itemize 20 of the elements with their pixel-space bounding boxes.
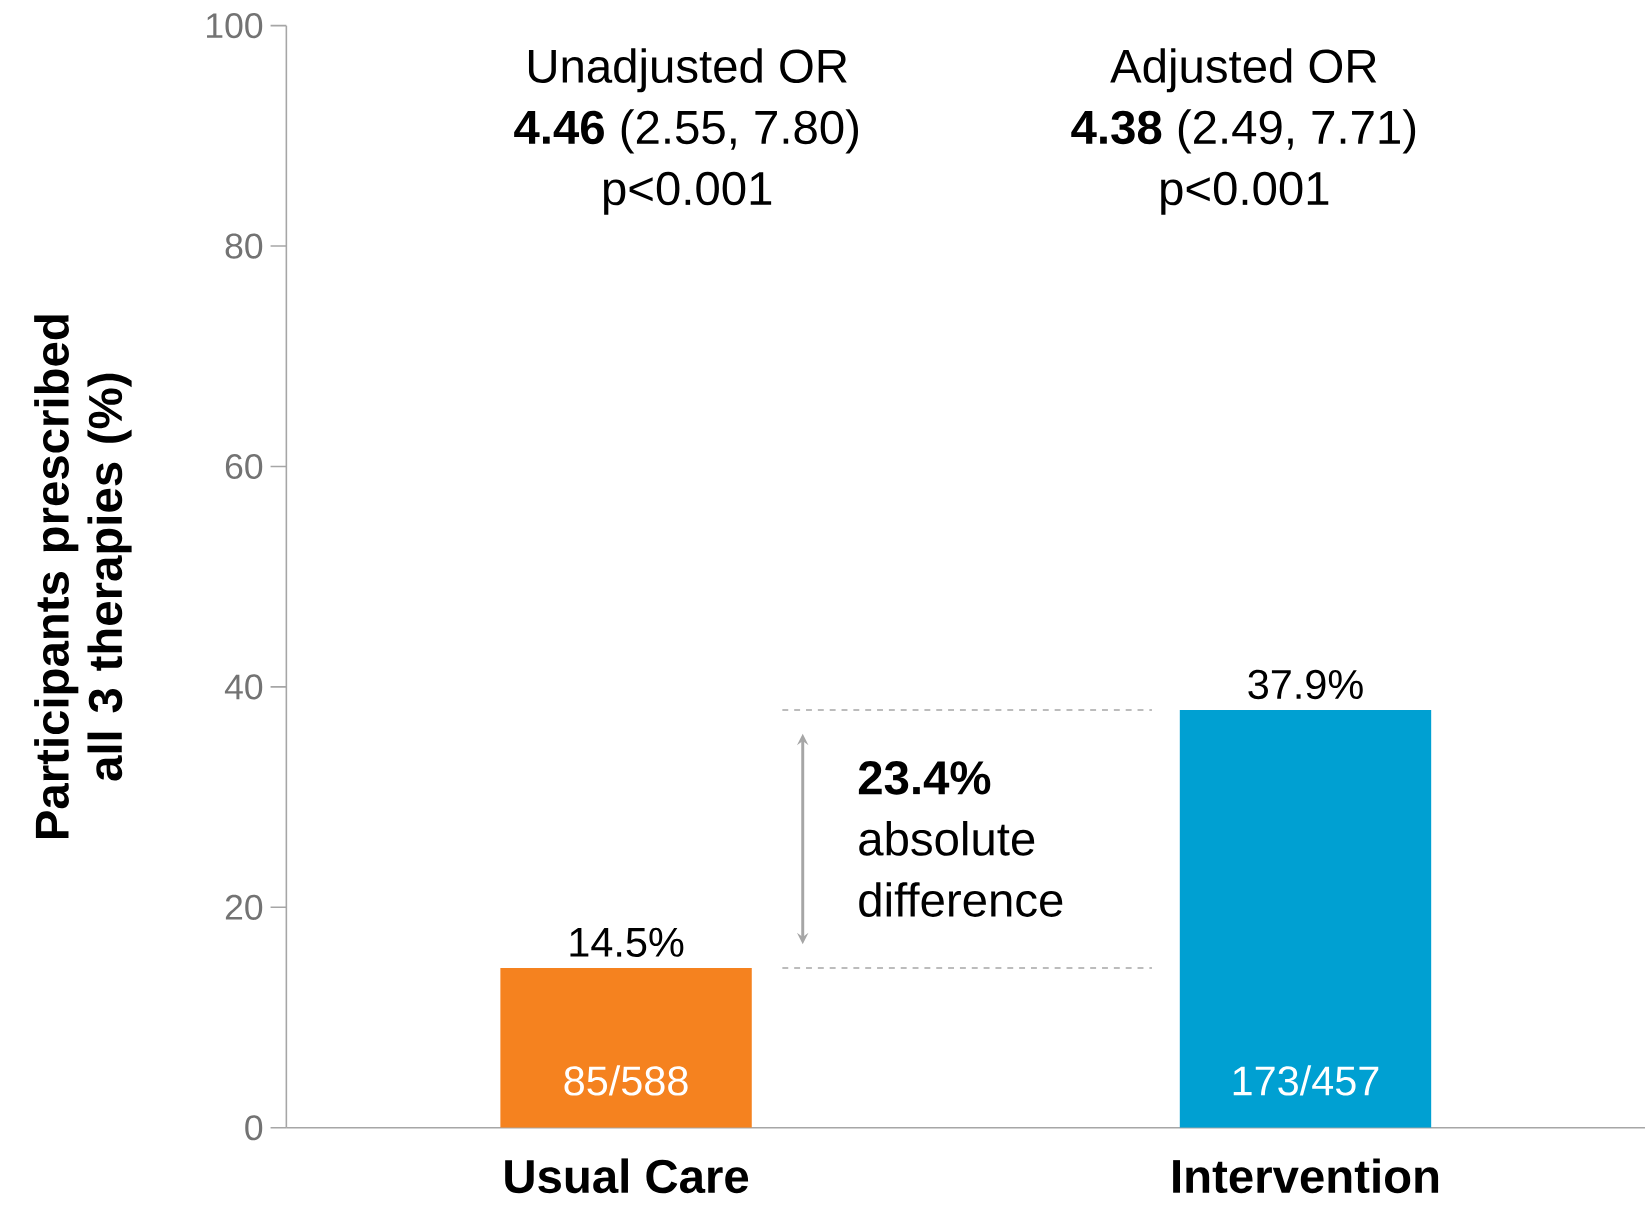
- data-label: 37.9%: [1248, 670, 1363, 700]
- annotation: 173/457: [1233, 1065, 1379, 1096]
- annotation: 23.4% absolute difference: [858, 761, 1063, 918]
- y-tick-label: 40: [224, 674, 263, 700]
- annotation: 4.38 (2.49, 7.71): [1071, 109, 1416, 154]
- y-tick-label: 0: [245, 1115, 263, 1141]
- data-label: 14.5%: [570, 928, 684, 958]
- annotation: p<0.001: [1161, 172, 1329, 215]
- x-tick-label: Intervention: [1173, 1158, 1439, 1194]
- y-tick-label: 100: [207, 13, 263, 39]
- y-axis-title: Participants prescribed all 3 therapies (%): [34, 315, 132, 839]
- annotation: 85/588: [564, 1065, 688, 1096]
- annotation: Adjusted OR: [1110, 48, 1377, 93]
- annotation: 4.46 (2.55, 7.80): [514, 109, 858, 154]
- y-tick-label: 20: [225, 894, 263, 921]
- y-tick-label: 60: [225, 454, 263, 480]
- x-tick-label: Usual Care: [505, 1158, 749, 1194]
- annotation: Unadjusted OR: [528, 48, 847, 93]
- y-tick-label: 80: [225, 233, 263, 259]
- annotation: p<0.001: [604, 172, 772, 215]
